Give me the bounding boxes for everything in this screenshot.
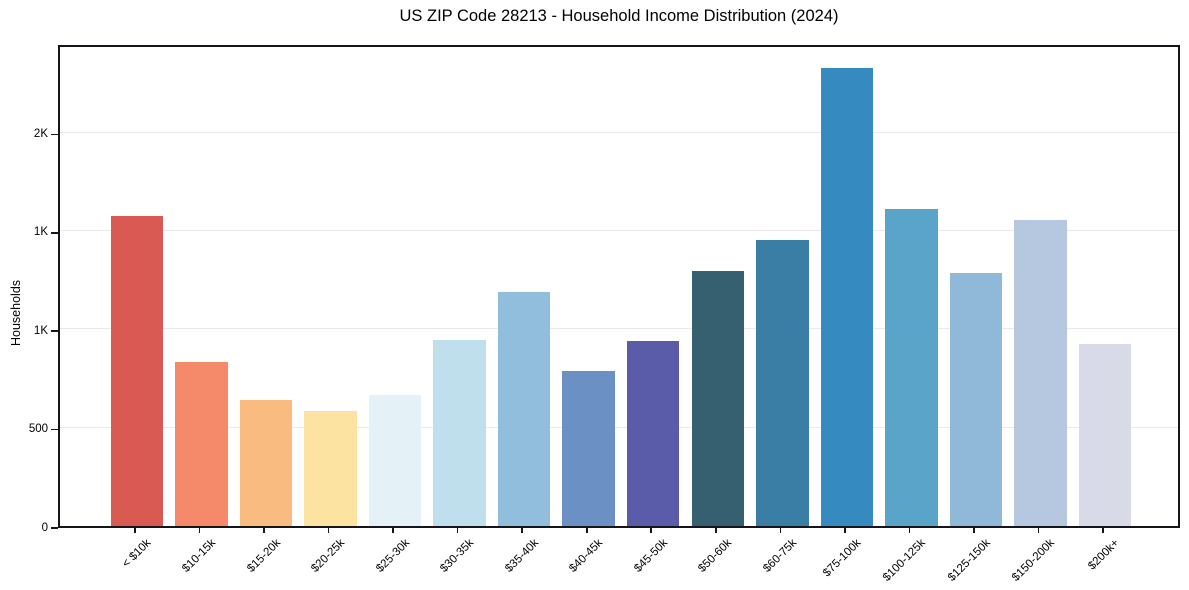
x-tick-mark	[844, 528, 846, 533]
y-tick-mark	[51, 133, 58, 136]
x-tick-mark	[714, 528, 717, 533]
x-tick-mark	[134, 528, 136, 533]
x-tick-label: $35-40k	[502, 537, 541, 575]
x-tick-mark	[1102, 528, 1104, 533]
x-tick-label: $40-45k	[567, 537, 606, 575]
x-tick-label: $150-200k	[1009, 537, 1057, 584]
x-tick-label: $20-25k	[309, 537, 348, 575]
y-tick-label: 1K	[33, 226, 48, 239]
x-tick-label: $60-75k	[760, 537, 799, 575]
x-tick-mark	[327, 528, 330, 533]
bar-10k	[110, 216, 164, 526]
bar-10-15k	[175, 361, 228, 526]
x-tick-label: $30-35k	[438, 537, 477, 575]
gridline	[60, 229, 1178, 231]
plot-area	[58, 45, 1180, 528]
bar-125-150k	[949, 273, 1003, 526]
x-tick-mark	[973, 528, 975, 533]
x-tick-mark	[779, 528, 782, 533]
x-tick-mark	[456, 528, 459, 533]
bar-45-50k	[626, 341, 680, 526]
x-tick-mark	[263, 528, 265, 533]
x-tick-label: $25-30k	[373, 537, 412, 575]
gridline	[60, 131, 1178, 133]
x-tick-label: $10-15k	[180, 537, 219, 575]
bar-150-200k	[1014, 220, 1067, 526]
x-tick-mark	[198, 528, 201, 533]
bar-50-60k	[691, 271, 745, 526]
bar-75-100k	[820, 67, 874, 526]
y-tick-label: 1K	[33, 324, 48, 337]
bar-35-40k	[497, 291, 551, 526]
x-tick-mark	[1037, 528, 1040, 533]
bar-100-125k	[885, 209, 938, 526]
y-tick-mark	[51, 330, 58, 333]
gridline	[60, 328, 1178, 330]
bar-15-20k	[239, 400, 293, 526]
x-tick-mark	[392, 528, 394, 533]
x-tick-label: < $10k	[120, 537, 154, 571]
chart-title: US ZIP Code 28213 - Household Income Dis…	[399, 7, 839, 25]
x-tick-label: $75-100k	[820, 537, 864, 580]
x-tick-label: $125-150k	[945, 537, 993, 584]
bar-60-75k	[756, 239, 809, 526]
x-tick-label: $100-125k	[880, 537, 928, 584]
x-tick-label: $200k+	[1086, 537, 1122, 573]
y-tick-label: 2K	[33, 128, 48, 141]
y-tick-label: 0	[41, 521, 48, 534]
bar-25-30k	[368, 395, 422, 526]
y-tick-mark	[51, 527, 58, 529]
y-tick-mark	[51, 232, 58, 234]
x-tick-mark	[908, 528, 911, 533]
x-tick-label: $45-50k	[631, 537, 670, 575]
bar-40-45k	[562, 370, 615, 526]
x-tick-mark	[585, 528, 588, 533]
x-tick-label: $15-20k	[244, 537, 283, 575]
bar-200k	[1078, 344, 1132, 526]
bar-20-25k	[304, 410, 357, 526]
bar-30-35k	[433, 340, 486, 526]
x-tick-mark	[521, 528, 523, 533]
y-tick-label: 500	[28, 423, 48, 436]
y-tick-mark	[51, 428, 58, 431]
x-tick-mark	[650, 528, 653, 533]
x-tick-label: $50-60k	[696, 537, 735, 575]
gridline	[60, 426, 1178, 428]
